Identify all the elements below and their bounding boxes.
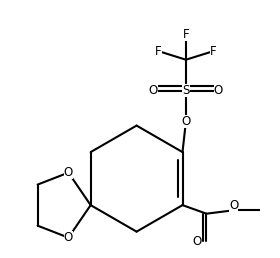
Text: F: F — [155, 45, 162, 58]
Text: O: O — [229, 199, 239, 212]
Text: O: O — [64, 231, 73, 244]
Text: F: F — [210, 45, 217, 58]
Text: O: O — [214, 84, 223, 97]
Text: O: O — [149, 84, 158, 97]
Text: F: F — [183, 28, 189, 41]
Text: O: O — [181, 115, 191, 128]
Text: S: S — [182, 84, 190, 97]
Text: O: O — [192, 235, 202, 248]
Text: O: O — [64, 166, 73, 179]
